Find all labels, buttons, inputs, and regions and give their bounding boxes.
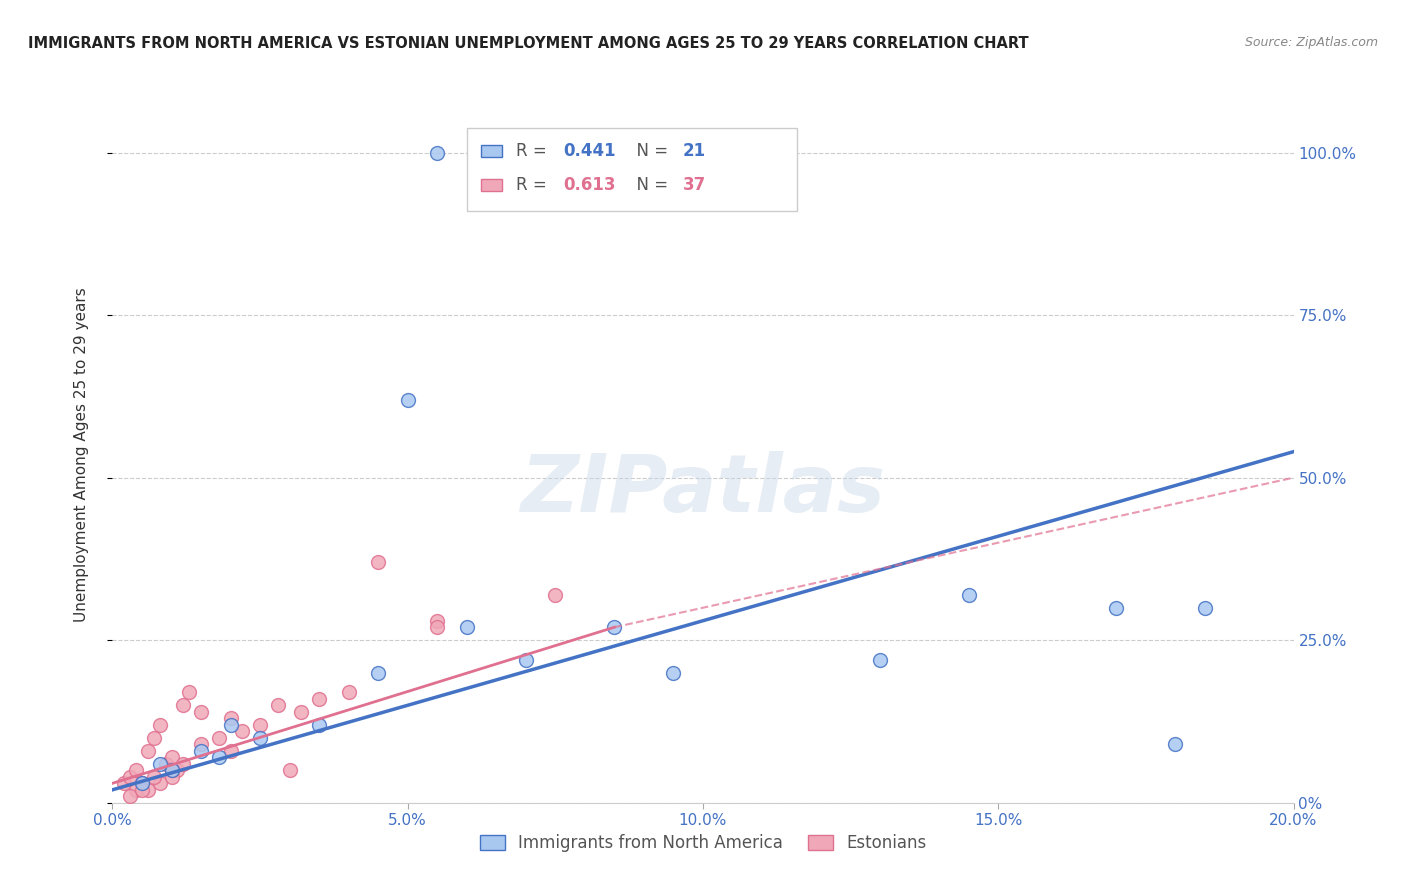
Point: [1194, 600, 1216, 615]
Text: 0.441: 0.441: [564, 142, 616, 160]
Point: [172, 756, 194, 771]
Point: [142, 731, 165, 745]
Point: [515, 653, 537, 667]
Text: N =: N =: [626, 142, 673, 160]
Point: [574, 145, 596, 160]
Point: [662, 665, 685, 680]
Text: R =: R =: [516, 142, 553, 160]
Point: [125, 782, 148, 797]
Point: [249, 718, 271, 732]
Point: [396, 392, 419, 407]
Text: Source: ZipAtlas.com: Source: ZipAtlas.com: [1244, 36, 1378, 49]
Point: [308, 718, 330, 732]
Text: 21: 21: [683, 142, 706, 160]
Point: [603, 620, 626, 634]
Point: [131, 782, 153, 797]
Point: [136, 744, 159, 758]
Point: [426, 620, 449, 634]
Point: [456, 620, 478, 634]
Text: N =: N =: [626, 176, 673, 194]
Point: [308, 691, 330, 706]
Point: [179, 685, 201, 699]
Point: [190, 737, 212, 751]
Y-axis label: Unemployment Among Ages 25 to 29 years: Unemployment Among Ages 25 to 29 years: [75, 287, 89, 623]
Point: [208, 750, 231, 764]
Text: ZIPatlas: ZIPatlas: [520, 450, 886, 529]
Point: [190, 744, 212, 758]
Point: [426, 614, 449, 628]
Point: [172, 698, 194, 713]
Point: [337, 685, 360, 699]
Point: [367, 555, 389, 569]
Point: [131, 776, 153, 790]
Point: [278, 764, 301, 778]
Point: [142, 770, 165, 784]
Point: [367, 665, 389, 680]
Point: [267, 698, 290, 713]
Point: [149, 718, 172, 732]
Point: [149, 776, 172, 790]
Point: [160, 770, 183, 784]
Point: [1105, 600, 1128, 615]
Point: [426, 145, 449, 160]
Text: R =: R =: [516, 176, 553, 194]
Point: [231, 724, 253, 739]
Point: [131, 776, 153, 790]
Point: [219, 718, 242, 732]
Point: [190, 705, 212, 719]
Text: 37: 37: [683, 176, 706, 194]
Point: [120, 770, 142, 784]
Point: [125, 764, 148, 778]
FancyBboxPatch shape: [467, 128, 797, 211]
Point: [160, 764, 183, 778]
Point: [160, 764, 183, 778]
Point: [136, 782, 159, 797]
FancyBboxPatch shape: [481, 178, 502, 191]
Point: [160, 750, 183, 764]
FancyBboxPatch shape: [481, 145, 502, 157]
Point: [219, 711, 242, 725]
Point: [149, 756, 172, 771]
Point: [208, 731, 231, 745]
Point: [166, 764, 188, 778]
Legend: Immigrants from North America, Estonians: Immigrants from North America, Estonians: [471, 826, 935, 861]
Point: [249, 731, 271, 745]
Point: [1164, 737, 1187, 751]
Point: [957, 588, 980, 602]
Text: 0.613: 0.613: [564, 176, 616, 194]
Point: [219, 744, 242, 758]
Point: [120, 789, 142, 804]
Text: IMMIGRANTS FROM NORTH AMERICA VS ESTONIAN UNEMPLOYMENT AMONG AGES 25 TO 29 YEARS: IMMIGRANTS FROM NORTH AMERICA VS ESTONIA…: [28, 36, 1029, 51]
Point: [544, 588, 567, 602]
Point: [155, 756, 177, 771]
Point: [290, 705, 312, 719]
Point: [869, 653, 891, 667]
Point: [112, 776, 135, 790]
